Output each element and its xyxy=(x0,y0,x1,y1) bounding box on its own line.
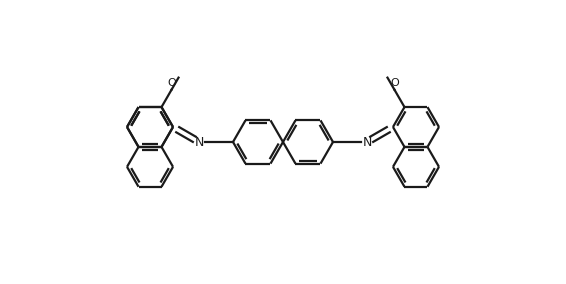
Text: N: N xyxy=(194,135,204,149)
Text: O: O xyxy=(167,78,176,88)
Text: O: O xyxy=(390,78,399,88)
Text: N: N xyxy=(362,135,372,149)
